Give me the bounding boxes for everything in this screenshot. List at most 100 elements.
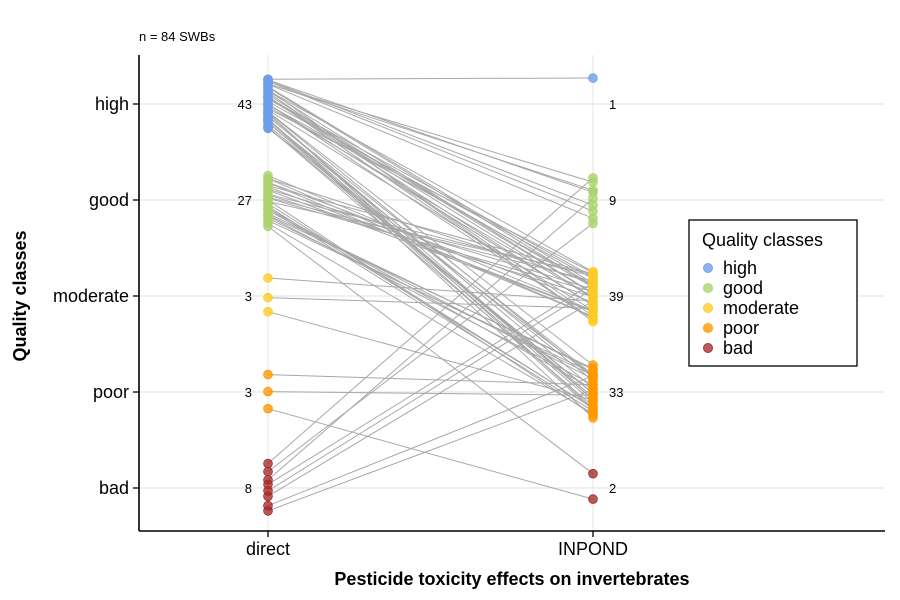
point-inpond-poor [588,384,598,395]
point-direct-bad [263,466,273,477]
x-tick-label-INPOND: INPOND [558,539,628,559]
link-line [267,177,594,464]
link-line [267,288,594,492]
legend-label-moderate: moderate [723,298,799,318]
link-line [267,210,594,380]
point-inpond-poor [588,371,598,381]
legend-label-bad: bad [723,338,753,358]
link-line [267,300,594,497]
link-line [267,207,594,412]
link-line [267,182,594,318]
point-inpond-good [588,173,598,183]
link-line [267,118,594,411]
link-line [267,391,594,396]
link-line [267,185,594,275]
count-direct-high: 43 [238,97,252,112]
y-tick-label-moderate: moderate [53,286,129,306]
legend-marker-bad [703,342,714,353]
link-line [267,175,594,312]
link-line [267,196,594,282]
point-direct-good [263,221,273,232]
link-line [267,103,594,320]
link-line [267,201,594,275]
link-line [267,77,594,80]
link-line [267,127,594,377]
link-line [267,98,594,288]
point-direct-poor [263,403,273,414]
link-line [267,109,594,311]
link-line [267,86,594,284]
point-direct-bad [263,506,273,516]
connection-lines [267,77,594,512]
point-inpond-good [588,193,598,204]
y-tick-label-high: high [95,94,129,114]
y-tick-label-good: good [89,190,129,210]
point-inpond-bad [588,468,598,479]
y-ticks: high good moderate poor bad [53,94,139,498]
point-inpond-high [588,73,598,83]
y-tick-label-bad: bad [99,478,129,498]
link-line [267,374,594,386]
link-line [267,297,594,309]
subtitle: n = 84 SWBs [139,29,216,44]
data-points [263,73,598,516]
point-direct-poor [263,369,273,380]
link-line [267,389,594,512]
point-inpond-moderate [588,269,598,280]
point-direct-bad [263,458,273,469]
link-line [267,282,594,485]
count-direct-good: 27 [238,193,252,208]
link-line [267,80,594,212]
link-line [267,198,594,481]
link-line [267,408,594,500]
legend-marker-good [703,282,714,293]
link-line [267,89,594,273]
point-direct-high [263,123,273,133]
point-inpond-bad [588,494,598,504]
legend-label-high: high [723,258,757,278]
y-tick-label-poor: poor [93,382,129,402]
link-line [267,181,594,303]
count-inpond-poor: 33 [609,385,623,400]
link-line [267,194,594,298]
legend-title: Quality classes [702,230,823,250]
count-direct-bad: 8 [245,481,252,496]
point-direct-moderate [263,292,273,303]
count-direct-moderate: 3 [245,289,252,304]
point-direct-moderate [263,273,273,283]
link-line [267,83,594,183]
link-line [267,96,594,306]
count-inpond-bad: 2 [609,481,616,496]
link-line [267,104,594,286]
link-line [267,277,594,302]
link-line [267,79,594,193]
link-line [267,213,594,370]
point-direct-poor [263,386,273,397]
legend-marker-high [703,262,714,273]
count-inpond-moderate: 39 [609,289,623,304]
count-direct-poor: 3 [245,385,252,400]
point-inpond-good [588,185,598,196]
count-inpond-high: 1 [609,97,616,112]
legend-label-poor: poor [723,318,759,338]
point-inpond-moderate [588,283,598,294]
legend-marker-poor [703,322,714,333]
link-line [267,375,594,507]
link-line [267,222,594,472]
link-line [267,126,594,407]
x-tick-label-direct: direct [246,539,290,559]
point-direct-moderate [263,306,273,317]
point-direct-bad [263,491,273,502]
link-line [267,178,594,284]
point-inpond-good [588,218,598,229]
legend-box [688,219,858,367]
point-inpond-moderate [588,296,598,306]
link-line [267,178,594,317]
link-line [267,83,594,219]
link-line [267,223,594,415]
legend-label-good: good [723,278,763,298]
x-axis-title: Pesticide toxicity effects on invertebra… [334,569,689,589]
link-line [267,311,594,401]
